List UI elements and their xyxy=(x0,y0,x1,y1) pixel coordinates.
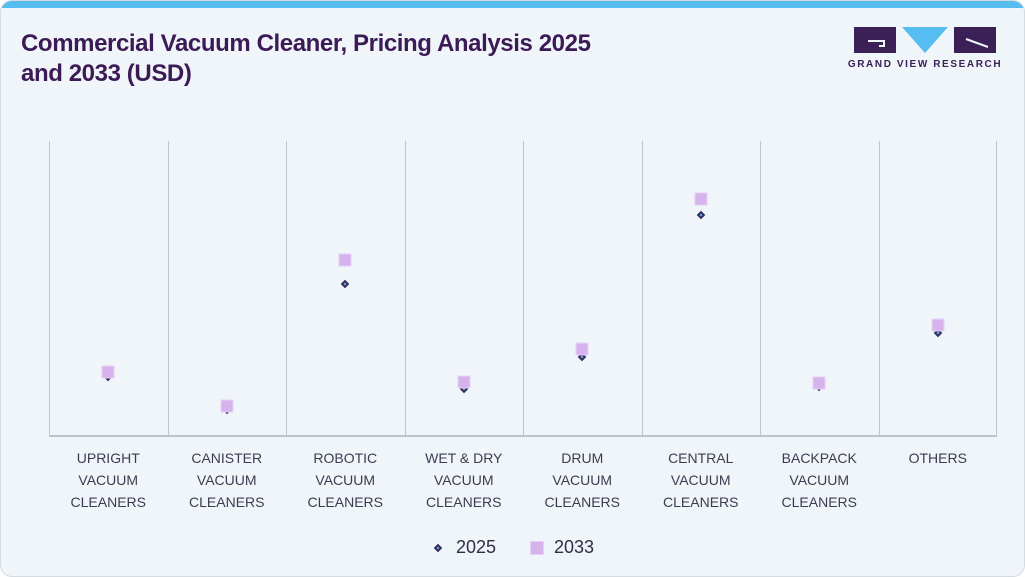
x-axis-label: BACKPACK VACUUM CLEANERS xyxy=(781,450,857,510)
brand-block: GRAND VIEW RESEARCH xyxy=(848,27,1001,70)
category-gridline xyxy=(878,141,880,435)
plot-area xyxy=(49,141,997,437)
data-point-2033-square xyxy=(101,365,115,378)
data-point-2025-diamond xyxy=(341,279,350,288)
x-axis-label: DRUM VACUUM CLEANERS xyxy=(544,450,620,510)
data-point-2033-square xyxy=(457,375,471,388)
data-point-2033-square xyxy=(812,376,826,390)
legend-item-2025: 2025 xyxy=(431,537,496,558)
chart-title: Commercial Vacuum Cleaner, Pricing Analy… xyxy=(21,30,591,87)
category-gridline xyxy=(49,141,50,435)
data-point-2033-square xyxy=(575,342,589,356)
grand-view-research-logo-icon xyxy=(854,27,996,53)
category-gridline xyxy=(167,141,169,435)
legend-2025-label: 2025 xyxy=(455,537,496,557)
category-gridline xyxy=(760,141,761,435)
legend-2033-label: 2033 xyxy=(554,537,595,557)
data-point-2033-square xyxy=(338,253,352,267)
accent-top-bar xyxy=(1,1,1024,8)
x-axis-label: ROBOTIC VACUUM CLEANERS xyxy=(307,450,383,510)
data-point-2033-square xyxy=(220,399,234,413)
brand-name: GRAND VIEW RESEARCH xyxy=(847,59,1003,70)
data-point-2033-square xyxy=(694,192,708,206)
x-axis-label: UPRIGHT VACUUM CLEANERS xyxy=(70,450,146,510)
category-gridline xyxy=(996,141,997,435)
category-gridline xyxy=(523,141,524,435)
x-axis-label: CENTRAL VACUUM CLEANERS xyxy=(663,450,739,510)
category-gridline xyxy=(404,141,406,435)
legend-2033-square-icon xyxy=(530,540,544,555)
category-gridline xyxy=(286,141,287,435)
data-point-2025-diamond xyxy=(696,210,705,219)
x-axis-labels: UPRIGHT VACUUM CLEANERS CANISTER VACUUM C… xyxy=(49,447,997,517)
legend-item-2033: 2033 xyxy=(530,537,594,558)
legend: 2025 2033 xyxy=(1,537,1024,558)
category-gridline xyxy=(641,141,643,435)
x-axis-label: OTHERS xyxy=(908,450,967,466)
data-point-2033-square xyxy=(931,318,945,332)
x-axis-label: CANISTER VACUUM CLEANERS xyxy=(189,450,265,510)
x-axis-label: WET & DRY VACUUM CLEANERS xyxy=(425,450,503,510)
legend-2025-diamond-icon xyxy=(431,540,446,555)
